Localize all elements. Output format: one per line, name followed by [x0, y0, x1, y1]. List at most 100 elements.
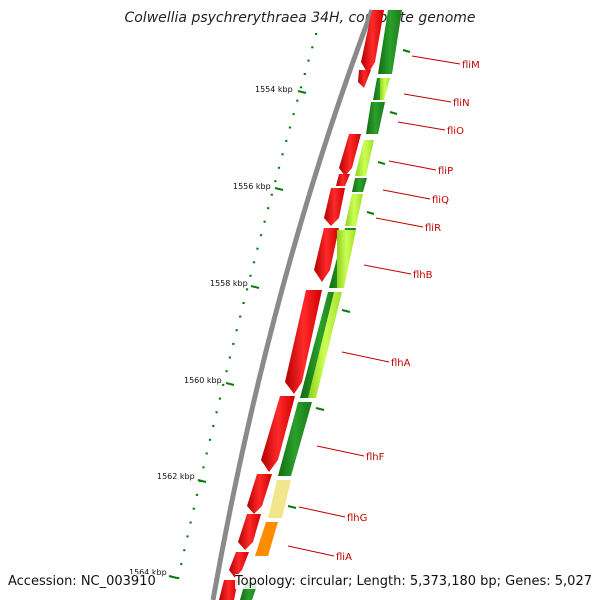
scale-dot [277, 166, 281, 169]
scale-dot [232, 342, 235, 345]
scale-dot [288, 126, 291, 129]
gene-label: fliN [453, 98, 470, 109]
scale-dot [285, 139, 288, 142]
scale-dot [195, 493, 199, 496]
scale-dot [180, 563, 183, 566]
label-leader [403, 93, 452, 103]
gene-block [380, 78, 390, 100]
gene-label: flhB [413, 270, 433, 281]
gene-block [366, 102, 385, 134]
scale-dot [225, 370, 228, 373]
scale-dot [263, 220, 266, 223]
topology-text: Topology: circular; Length: 5,373,180 bp… [234, 574, 592, 589]
gene-block [324, 188, 345, 226]
cog-tick [341, 309, 351, 313]
gene-label: fliR [425, 223, 441, 234]
scale-dot [212, 425, 215, 427]
scale-dot [315, 33, 318, 35]
scale-dot [228, 356, 231, 359]
cog-track [240, 10, 402, 600]
cog-tick [366, 211, 375, 215]
gene-label: flhG [347, 513, 367, 524]
kbp-tick-label: 1564 kbp [129, 568, 167, 577]
scale-dot [218, 397, 221, 400]
gene-block [255, 522, 278, 556]
gene-block [285, 290, 322, 394]
scale-dot [205, 452, 208, 455]
scale-dot [246, 288, 249, 291]
scale-dot [299, 86, 303, 89]
gene-block [378, 10, 402, 74]
kbp-tick [168, 575, 178, 579]
gene-label: fliO [447, 126, 464, 137]
kbp-tick-label: 1558 kbp [210, 279, 248, 288]
gene-label: fliQ [432, 195, 449, 206]
scale-dot [249, 274, 252, 277]
scale-dot [307, 59, 310, 62]
gene-block [247, 474, 272, 514]
kbp-tick [250, 285, 260, 289]
scale-dot [252, 261, 256, 264]
forward-strand-track [219, 10, 384, 600]
scale-dot [183, 549, 186, 552]
scale-dot [260, 234, 263, 237]
scale-dot [270, 193, 273, 196]
kbp-tick-label: 1556 kbp [233, 182, 271, 191]
scale-dot [189, 521, 192, 524]
kbp-tick [197, 479, 207, 483]
gene-label: fliM [462, 60, 480, 71]
cog-tick [402, 49, 411, 53]
label-leader [382, 189, 431, 200]
label-leader [316, 445, 365, 457]
scale-dot [222, 383, 225, 386]
gene-block [339, 134, 361, 176]
gene-label: fliA [336, 552, 352, 563]
gene-block [278, 402, 312, 476]
gene-labels: fliM fliN fliO fliP fliQ fliR flhB flhA … [287, 55, 480, 563]
scale-dot [242, 302, 245, 304]
label-leader [397, 121, 446, 131]
gene-label: flhA [391, 358, 411, 369]
cog-tick [287, 505, 297, 509]
gene-block [345, 194, 363, 226]
kbp-tick-label: 1554 kbp [255, 85, 293, 94]
gene-block [337, 230, 356, 288]
gene-block [238, 514, 261, 550]
gene-label: flhF [366, 452, 385, 463]
label-leader [411, 55, 461, 65]
label-leader [363, 264, 412, 275]
kbp-tick [225, 382, 235, 386]
scale-dot [292, 113, 295, 116]
cog-ticks [287, 49, 411, 509]
gene-block [352, 178, 367, 192]
scale-dot [235, 329, 238, 332]
gene-block [219, 580, 238, 600]
scale-dot [239, 315, 242, 318]
gene-block [314, 228, 339, 282]
cog-tick [377, 161, 386, 165]
scale-dot [177, 577, 180, 579]
cog-tick [389, 111, 398, 115]
gene-block [261, 396, 295, 472]
scale-dot [311, 46, 314, 49]
gene-block [308, 292, 342, 398]
scale-dot [215, 411, 218, 414]
scale-dot [186, 535, 189, 538]
gene-block [358, 70, 371, 88]
gene-block [268, 480, 291, 518]
scale-dot [192, 507, 195, 510]
cog-tick [315, 407, 325, 411]
label-leader [341, 351, 390, 363]
label-leader [375, 217, 424, 228]
scale-dot [202, 466, 205, 469]
gene-label: fliP [438, 166, 453, 177]
kbp-tick-label: 1562 kbp [157, 472, 195, 481]
label-leader [298, 506, 346, 518]
scale-dot [267, 207, 270, 210]
gene-block [361, 10, 384, 74]
kbp-tick [297, 90, 307, 94]
accession-text: Accession: NC_003910 [8, 574, 156, 589]
scale-dot [256, 247, 259, 250]
label-leader [388, 160, 437, 171]
